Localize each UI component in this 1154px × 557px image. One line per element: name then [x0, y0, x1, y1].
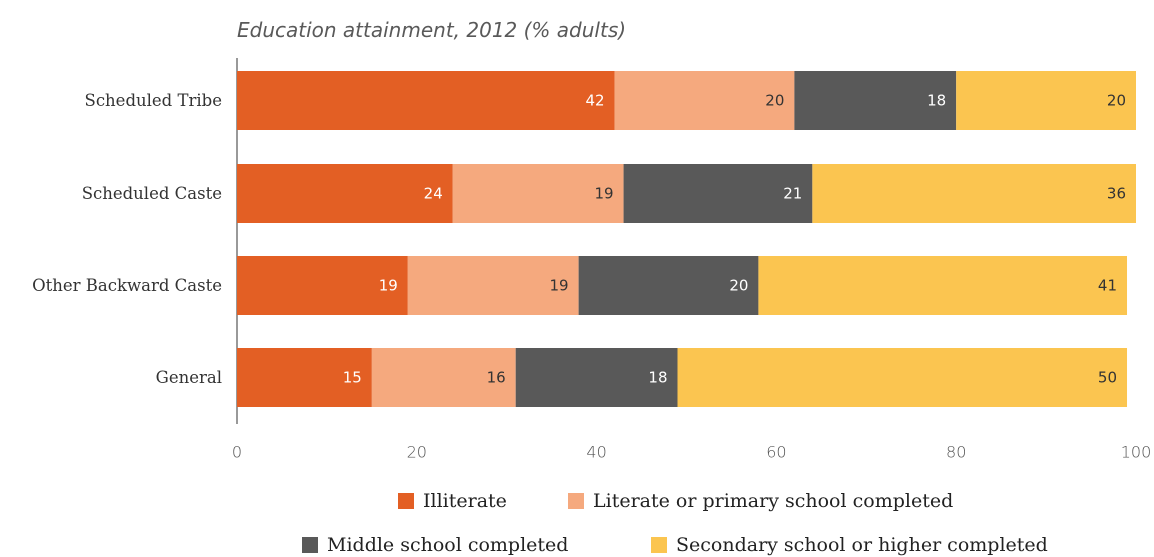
data-label: 19 [550, 277, 569, 295]
data-label: 20 [765, 92, 784, 110]
legend-label: Literate or primary school completed [593, 490, 953, 512]
legend-label: Middle school completed [327, 534, 568, 556]
data-label: 18 [648, 369, 667, 387]
data-label: 41 [1098, 277, 1117, 295]
data-label: 15 [343, 369, 362, 387]
x-tick-label: 40 [586, 443, 606, 462]
bar-segment [623, 164, 813, 223]
bar-segment [812, 164, 1136, 223]
x-tick-label: 20 [407, 443, 427, 462]
x-tick-label: 100 [1121, 443, 1152, 462]
legend-swatch [568, 493, 584, 509]
bar-segment [407, 256, 579, 315]
x-tick-labels: 0 20 40 60 80 100 [232, 443, 1151, 462]
category-labels: Scheduled Tribe Scheduled Caste Other Back… [32, 91, 222, 387]
bar-segment [237, 256, 408, 315]
bar-segment [237, 71, 615, 130]
bar-segment [794, 71, 957, 130]
legend-label: Illiterate [423, 490, 507, 512]
data-label: 18 [927, 92, 946, 110]
legend: Illiterate Literate or primary school com… [302, 490, 1048, 556]
bar-segment [956, 71, 1136, 130]
legend-swatch [651, 537, 667, 553]
bar-segment [758, 256, 1128, 315]
category-label: General [156, 368, 222, 387]
bar-segment [578, 256, 759, 315]
bar-segment [452, 164, 624, 223]
bar-segment [237, 164, 453, 223]
category-label: Scheduled Tribe [85, 91, 222, 110]
x-tick-label: 0 [232, 443, 242, 462]
x-tick-label: 80 [946, 443, 966, 462]
bar-segment [237, 348, 372, 407]
data-label: 20 [1107, 92, 1126, 110]
category-label: Scheduled Caste [82, 184, 222, 203]
data-label: 16 [487, 369, 506, 387]
category-label: Other Backward Caste [32, 276, 222, 295]
bar-segment [371, 348, 516, 407]
x-tick-label: 60 [766, 443, 786, 462]
data-label: 19 [594, 185, 613, 203]
legend-swatch [302, 537, 318, 553]
bar-segment [677, 348, 1128, 407]
bar-segment [614, 71, 795, 130]
data-label: 19 [379, 277, 398, 295]
legend-swatch [398, 493, 414, 509]
data-label: 21 [783, 185, 802, 203]
data-label: 50 [1098, 369, 1117, 387]
chart-title: Education attainment, 2012 (% adults) [237, 18, 626, 42]
legend-label: Secondary school or higher completed [676, 534, 1048, 556]
data-label: 20 [729, 277, 748, 295]
data-label: 42 [585, 92, 604, 110]
bars-group: 42 20 18 20 24 19 21 36 19 19 20 41 15 16 18 50 [237, 71, 1136, 407]
data-label: 36 [1107, 185, 1126, 203]
bar-segment [515, 348, 678, 407]
data-label: 24 [424, 185, 443, 203]
